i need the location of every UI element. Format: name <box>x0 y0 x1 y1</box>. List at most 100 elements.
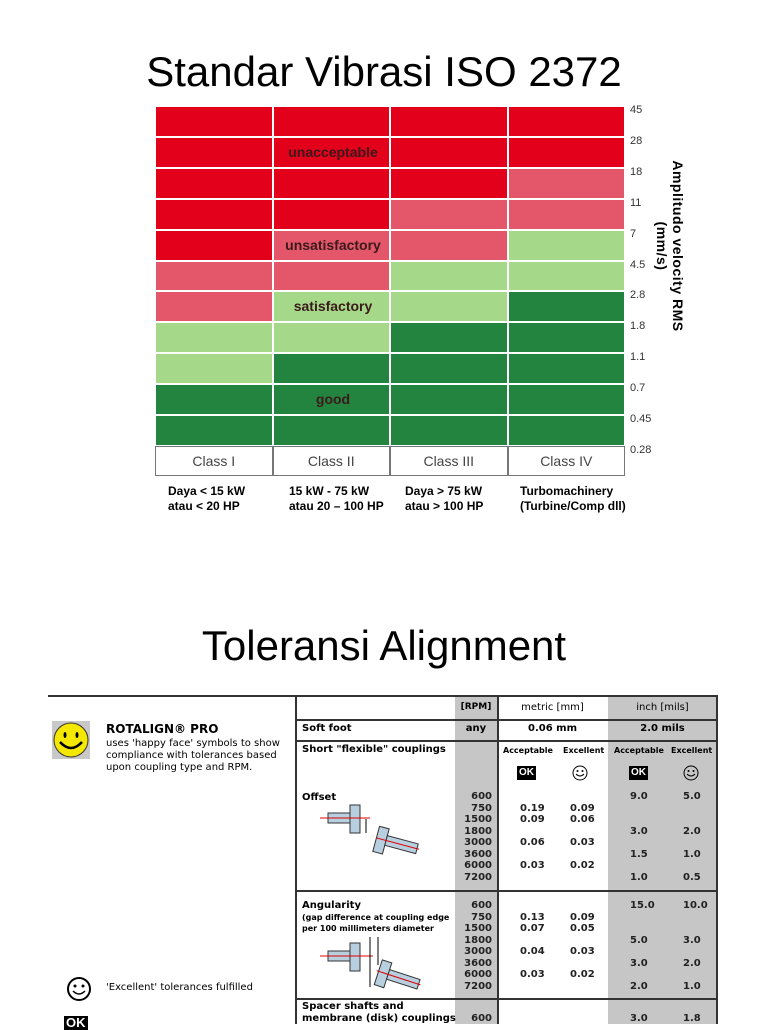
intro-line: upon coupling type and RPM. <box>106 762 253 773</box>
zone-cell-unsatisfactory <box>272 260 390 292</box>
zone-cell-good <box>155 415 273 446</box>
offset-rpm-value: 600 <box>471 791 492 802</box>
zone-cell-satisfactory <box>507 260 625 292</box>
header-rpm: [RPM] <box>460 702 492 712</box>
zone-cell-unacceptable <box>507 106 625 137</box>
angularity-inch-excellent-value: 3.0 <box>683 934 701 946</box>
offset-inch-acceptable-value: 9.0 <box>630 791 648 802</box>
angularity-inch-acceptable-value: 5.0 <box>630 934 648 946</box>
row-divider <box>295 740 717 742</box>
spacer-rpm: 600 <box>471 1013 492 1024</box>
offset-rpm-value: 3600 <box>464 848 492 860</box>
zone-cell-good <box>390 322 508 354</box>
happy-face-icon <box>52 721 90 759</box>
zone-label-good: good <box>315 391 351 408</box>
y-tick-label: 4.5 <box>630 258 646 271</box>
zone-cell-unacceptable <box>272 167 390 199</box>
description-line: atau 20 – 100 HP <box>289 499 384 513</box>
table-top-line <box>48 695 717 697</box>
spacer-inch-acceptable: 3.0 <box>630 1013 648 1024</box>
angularity-metric-acceptable-value: 0.04 <box>520 946 545 957</box>
zone-cell-good <box>390 353 508 385</box>
y-tick-label: 18 <box>630 165 643 178</box>
zone-cell-good <box>390 384 508 416</box>
zone-cell-good <box>507 353 625 385</box>
angularity-inch-acceptable-value: 3.0 <box>630 957 648 969</box>
y-tick-label: 45 <box>630 104 643 116</box>
angularity-diagram <box>320 937 421 990</box>
class-label: Class I <box>155 446 273 476</box>
offset-rpm-value: 6000 <box>464 860 492 871</box>
zone-cell-unsatisfactory <box>390 229 508 261</box>
y-tick-label: 7 <box>630 227 637 240</box>
y-tick-label: 28 <box>630 134 643 147</box>
slide-title-alignment: Toleransi Alignment <box>201 622 567 669</box>
zone-cell-unacceptable <box>155 167 273 199</box>
class-description: Daya < 15 kW atau < 20 HP <box>168 484 245 514</box>
zone-cell-satisfactory <box>272 291 390 323</box>
description-line: Turbomachinery <box>520 484 614 498</box>
note-line: (gap difference at coupling edge <box>302 913 450 922</box>
zone-cell-satisfactory <box>507 229 625 261</box>
header-metric: metric [mm] <box>521 702 584 713</box>
angularity-rpm-value: 1800 <box>464 934 492 946</box>
label-line: Spacer shafts and <box>302 1001 404 1012</box>
ok-icon: OK <box>64 1015 88 1030</box>
angularity-inch-excellent-value: 10.0 <box>683 900 708 911</box>
zone-cell-good <box>507 291 625 323</box>
offset-inch-excellent-value: 5.0 <box>683 791 701 802</box>
description-line: 15 kW - 75 kW <box>289 484 370 498</box>
short-flexible-label: Short "flexible" couplings <box>302 744 446 755</box>
y-axis-label: Amplitudo velocity RMS (mm/s) <box>654 160 686 332</box>
description-line: atau < 20 HP <box>168 499 240 513</box>
zone-label-unsatisfactory: unsatisfactory <box>285 236 381 253</box>
zone-cell-unsatisfactory <box>155 260 273 292</box>
zone-cell-satisfactory <box>155 353 273 385</box>
zone-cell-good <box>272 415 390 446</box>
y-tick-label: 1.1 <box>630 351 646 364</box>
zone-cell-good <box>155 384 273 416</box>
zone-cell-unsatisfactory <box>390 198 508 230</box>
zone-cell-unacceptable <box>507 136 625 168</box>
sub-header-metric-excellent: Excellent <box>563 746 605 755</box>
offset-rpm-value: 1500 <box>464 814 492 825</box>
offset-rpm-value: 3000 <box>464 837 492 848</box>
zone-cell-unacceptable <box>272 136 390 168</box>
angularity-rpm-value: 6000 <box>464 969 492 980</box>
soft-foot-metric: 0.06 mm <box>528 723 577 734</box>
zone-cell-unsatisfactory <box>507 167 625 199</box>
offset-rpm-value: 7200 <box>464 871 492 883</box>
soft-foot-rpm: any <box>465 723 487 734</box>
iso-severity-chart: unacceptable unsatisfactory satisfactory go… <box>155 106 625 446</box>
y-tick-label: 11 <box>630 196 642 209</box>
angularity-rpm-value: 750 <box>471 911 492 923</box>
offset-rpm-value: 750 <box>471 802 492 814</box>
angularity-note: (gap difference at coupling edge per 100… <box>302 912 449 934</box>
intro-text: uses 'happy face' symbols to show compli… <box>106 738 280 774</box>
excellent-legend: 'Excellent' tolerances fulfilled <box>106 982 253 993</box>
zone-cell-satisfactory <box>272 322 390 354</box>
angularity-inch-acceptable-value: 2.0 <box>630 980 648 992</box>
rpm-column-bg <box>455 695 497 1024</box>
row-divider <box>295 890 717 892</box>
offset-inch-excellent-value: 2.0 <box>683 825 701 837</box>
header-inch: inch [mils] <box>636 702 689 713</box>
smiley-icon <box>683 765 699 781</box>
description-line: Daya < 15 kW <box>168 484 246 498</box>
y-tick-label: 1.8 <box>630 320 646 333</box>
sub-header-inch-acceptable: Acceptable <box>614 746 664 755</box>
angularity-inch-excellent-value: 1.0 <box>683 980 701 992</box>
angularity-metric-excellent-value: 0.05 <box>570 923 595 934</box>
description-line: atau > 100 HP <box>405 499 484 513</box>
zone-cell-good <box>507 322 625 354</box>
sub-header-inch-excellent: Excellent <box>671 746 713 755</box>
zone-cell-unacceptable <box>155 229 273 261</box>
class-label: Class II <box>272 446 390 476</box>
zone-cell-good <box>507 415 625 446</box>
zone-cell-unsatisfactory <box>507 198 625 230</box>
soft-foot-inch: 2.0 mils <box>640 723 685 734</box>
zone-cell-unsatisfactory <box>272 229 390 261</box>
zone-cell-unacceptable <box>155 198 273 230</box>
offset-metric-excellent-value: 0.03 <box>570 837 595 848</box>
zone-label-unacceptable: unacceptable <box>288 143 378 160</box>
